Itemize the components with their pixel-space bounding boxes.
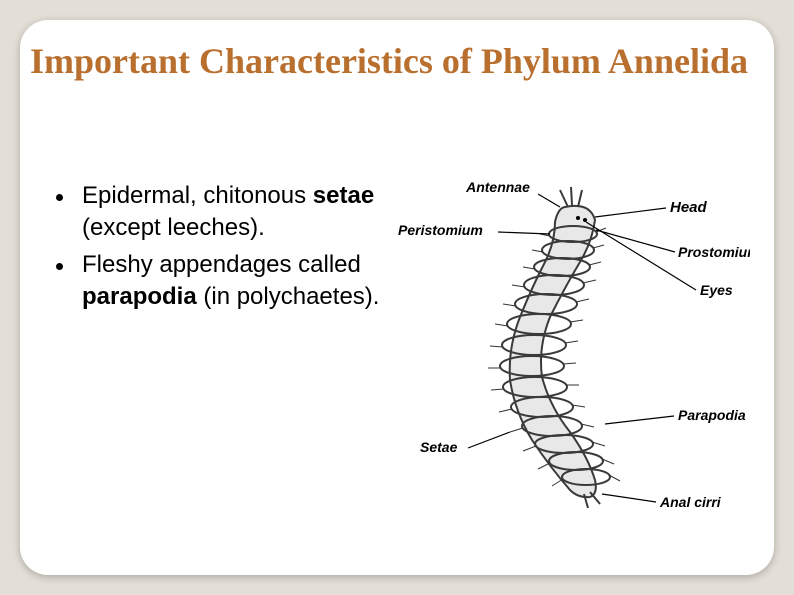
label-prostomium: Prostomium xyxy=(678,244,750,260)
bullet-item-1: Fleshy appendages called parapodia (in p… xyxy=(56,249,396,314)
label-parapodia: Parapodia xyxy=(678,407,746,423)
bullet-item-0: Epidermal, chitonous setae (except leech… xyxy=(56,180,396,245)
bullet-0-bold: setae xyxy=(313,182,374,209)
label-setae: Setae xyxy=(420,439,458,455)
annelid-diagram: Antennae Head Peristomium Prostomium Eye… xyxy=(390,172,750,532)
bullet-1-pre: Fleshy appendages called xyxy=(82,251,361,278)
label-antennae: Antennae xyxy=(465,179,530,195)
label-eyes: Eyes xyxy=(700,282,733,298)
bullet-list: Epidermal, chitonous setae (except leech… xyxy=(56,180,396,314)
worm-body-group xyxy=(488,187,620,508)
slide-title: Important Characteristics of Phylum Anne… xyxy=(30,40,748,83)
bullet-1-bold: parapodia xyxy=(82,283,197,310)
bullet-0-pre: Epidermal, chitonous xyxy=(82,182,313,209)
content-area: Epidermal, chitonous setae (except leech… xyxy=(56,180,396,318)
diagram-svg: Antennae Head Peristomium Prostomium Eye… xyxy=(390,172,750,532)
bullet-1-post: (in polychaetes). xyxy=(197,283,380,310)
bullet-0-post: (except leeches). xyxy=(82,214,265,241)
label-peristomium: Peristomium xyxy=(398,222,483,238)
label-head: Head xyxy=(670,199,708,216)
label-anal-cirri: Anal cirri xyxy=(659,494,722,510)
slide-card: Important Characteristics of Phylum Anne… xyxy=(20,20,774,575)
